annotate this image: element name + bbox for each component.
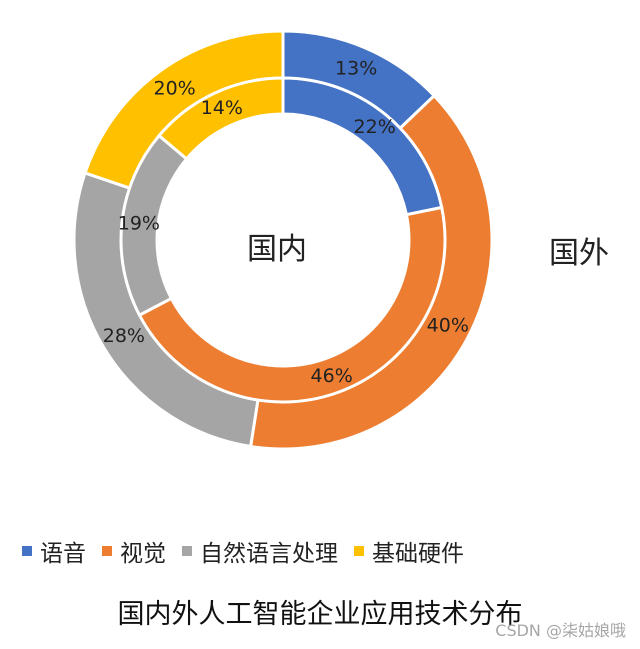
inner-ring-label-hardware: 14%: [201, 97, 243, 119]
outer-ring-series-label: 国外: [549, 236, 609, 271]
legend-label-speech: 语音: [40, 541, 86, 567]
legend: 语音 视觉 自然语言处理 基础硬件: [22, 534, 622, 568]
legend-swatch-speech: [22, 546, 32, 556]
legend-label-nlp: 自然语言处理: [200, 541, 338, 567]
inner-ring-label-speech: 22%: [354, 116, 396, 138]
outer-ring-label-vision: 40%: [427, 315, 469, 337]
legend-label-vision: 视觉: [120, 541, 166, 567]
legend-swatch-nlp: [182, 546, 192, 556]
watermark: CSDN @柒姑娘哦: [495, 621, 626, 640]
legend-item-speech: 语音: [22, 534, 86, 568]
outer-ring-label-hardware: 20%: [153, 77, 195, 99]
legend-swatch-hardware: [354, 546, 364, 556]
legend-item-nlp: 自然语言处理: [182, 534, 338, 568]
legend-item-hardware: 基础硬件: [354, 534, 464, 568]
outer-ring-label-nlp: 28%: [103, 325, 145, 347]
inner-ring-domestic: [119, 76, 447, 404]
inner-ring-label-vision: 46%: [311, 365, 353, 387]
chart-title: 国内外人工智能企业应用技术分布: [117, 599, 523, 630]
inner-ring-slice-hardware: [156, 76, 285, 161]
inner-ring-series-label: 国内: [247, 232, 307, 267]
inner-ring-slice-vision: [137, 205, 447, 404]
inner-ring-label-nlp: 19%: [118, 213, 160, 235]
outer-ring-label-speech: 13%: [335, 58, 377, 80]
legend-label-hardware: 基础硬件: [372, 541, 464, 567]
legend-swatch-vision: [102, 546, 112, 556]
legend-item-vision: 视觉: [102, 534, 166, 568]
slice-labels: 22% 46% 19% 14% 13% 40% 28% 20%: [103, 58, 469, 388]
nested-donut-chart: 22% 46% 19% 14% 13% 40% 28% 20%: [72, 29, 494, 451]
